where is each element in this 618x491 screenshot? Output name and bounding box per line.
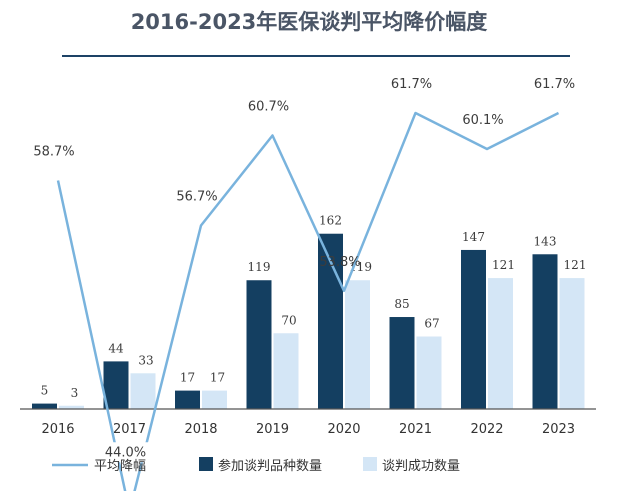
pct-label-2019: 60.7%: [248, 100, 289, 115]
pct-label-2017: 44.0%: [105, 445, 146, 460]
bar-success-2020: [345, 280, 370, 409]
label-participants-2023: 143: [534, 234, 557, 248]
bar-success-2022: [488, 278, 513, 409]
label-success-2023: 121: [564, 258, 587, 272]
bar-success-2016: [59, 405, 84, 409]
pct-label-2023: 61.7%: [534, 77, 575, 92]
x-tick-2023: 2023: [542, 422, 575, 437]
label-participants-2022: 147: [462, 230, 485, 244]
pct-label-2022: 60.1%: [462, 113, 503, 128]
x-tick-2018: 2018: [184, 422, 217, 437]
legend-swatch-light: [363, 457, 377, 471]
label-participants-2018: 17: [180, 371, 195, 385]
bar-participants-2018: [175, 390, 200, 409]
bar-success-2023: [559, 278, 585, 409]
legend-label-line: 平均降幅: [94, 459, 146, 474]
label-participants-2016: 5: [41, 384, 49, 398]
x-ticks-layer: 2016 2017 2018 2019 2020 2021 2022 2023: [41, 422, 575, 437]
pct-label-2020: 53.8%: [319, 255, 360, 270]
legend-swatch-dark: [199, 457, 213, 471]
bar-participants-2021: [389, 317, 415, 409]
pct-label-bg-2017: [97, 442, 154, 463]
pct-label-2021: 61.7%: [391, 77, 432, 92]
x-tick-2022: 2022: [470, 422, 503, 437]
label-success-2021: 67: [424, 317, 439, 331]
chart-title: 2016-2023年医保谈判平均降价幅度: [130, 10, 488, 34]
label-success-2017: 33: [138, 353, 153, 367]
avg-reduction-line: [56, 111, 560, 491]
x-tick-2019: 2019: [256, 422, 289, 437]
pct-label-2016: 58.7%: [33, 145, 74, 160]
label-success-2022: 121: [492, 258, 515, 272]
bar-success-2018: [202, 390, 227, 409]
legend-label-success: 谈判成功数量: [382, 459, 460, 474]
x-tick-2020: 2020: [327, 422, 360, 437]
title-underline: [62, 55, 570, 57]
pct-label-2018: 56.7%: [176, 190, 217, 205]
bar-participants-2016: [32, 403, 57, 409]
bar-participants-2019: [246, 280, 272, 409]
bar-participants-2022: [461, 249, 486, 409]
bar-success-2019: [273, 333, 299, 409]
label-participants-2019: 119: [248, 260, 271, 274]
bar-success-2017: [130, 373, 156, 409]
bar-success-2021: [416, 336, 442, 409]
bar-participants-2017: [103, 361, 129, 409]
x-tick-2016: 2016: [41, 422, 74, 437]
bar-participants-2023: [532, 254, 558, 409]
x-tick-2021: 2021: [399, 422, 432, 437]
pct-labels-layer: 58.7% 44.0% 56.7% 60.7% 53.8% 61.7% 60.1% 61.7%: [33, 77, 575, 463]
legend: 平均降幅 参加谈判品种数量 谈判成功数量: [52, 457, 460, 474]
legend-label-participants: 参加谈判品种数量: [218, 458, 322, 474]
label-participants-2017: 44: [108, 341, 124, 355]
label-success-2018: 17: [210, 371, 225, 385]
bars-layer: [32, 233, 585, 409]
x-tick-2017: 2017: [113, 422, 146, 437]
label-participants-2021: 85: [394, 297, 409, 311]
label-success-2016: 3: [71, 386, 79, 400]
label-participants-2020: 162: [319, 214, 342, 228]
label-success-2019: 70: [281, 313, 296, 327]
